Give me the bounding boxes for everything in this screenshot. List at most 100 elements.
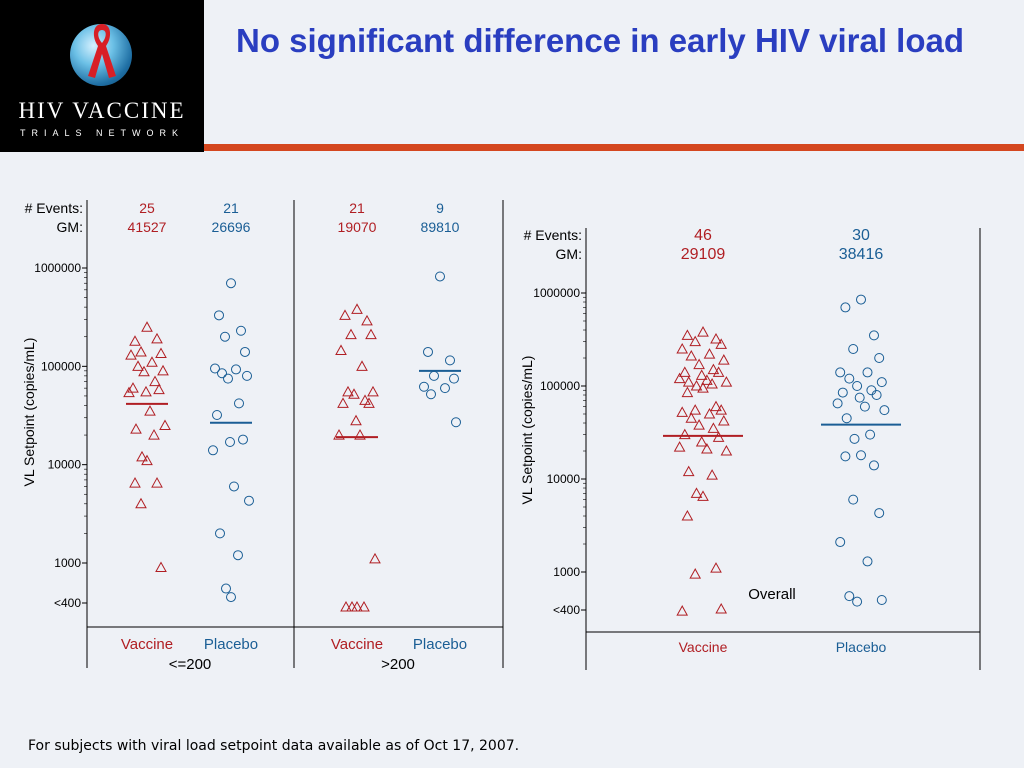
accent-bar [204,144,1024,151]
data-point-triangle [358,600,370,612]
y-tick-label: 1000000 [34,261,81,275]
y-tick-label: 100000 [540,379,580,393]
y-tick-label: 1000 [553,565,580,579]
category-label-placebo-high: Placebo [413,636,467,653]
events-count-vaccine-high: 21 [349,200,365,216]
data-point-triangle [685,412,698,423]
data-point-triangle [148,429,160,440]
data-point-triangle [715,602,728,614]
category-label-placebo: Placebo [836,639,887,655]
data-point-circle [426,389,436,400]
gm-value-placebo-low: 26696 [212,219,251,235]
data-point-triangle [155,347,167,359]
events-count-vaccine: 46 [694,227,712,244]
data-point-circle [242,370,252,381]
data-point-triangle [369,552,381,564]
data-point-circle [844,591,855,602]
data-point-circle [215,528,225,539]
footnote: For subjects with viral load setpoint da… [28,738,520,754]
data-point-triangle [335,344,347,355]
data-point-triangle [707,363,720,375]
data-point-circle [832,398,843,409]
data-point-circle [879,405,890,416]
data-point-triangle [365,328,377,340]
data-point-triangle [706,377,718,389]
data-point-circle [852,381,863,391]
category-label-vaccine: Vaccine [679,639,728,655]
category-label-placebo-low: Placebo [204,636,258,653]
data-point-circle [869,460,879,471]
data-point-circle [236,325,246,336]
data-point-triangle [703,407,716,419]
data-point-circle [871,390,882,401]
data-point-circle [440,383,450,394]
data-point-triangle [681,386,694,398]
events-count-placebo-low: 21 [223,200,239,216]
data-point-circle [238,434,248,445]
data-point-triangle [682,376,695,387]
data-point-triangle [337,397,349,408]
data-point-triangle [689,335,702,347]
y-tick-label: 1000000 [533,286,580,300]
data-point-circle [445,355,455,366]
data-point-circle [835,537,846,548]
data-point-triangle [681,509,694,521]
data-point-triangle [710,332,722,344]
data-point-triangle [140,385,152,397]
events-row-label: # Events: [25,200,83,216]
data-point-triangle [697,326,709,337]
data-point-circle [229,481,239,492]
data-point-circle [223,373,233,384]
data-point-triangle [129,477,141,488]
data-point-circle [874,353,885,364]
data-point-circle [848,343,859,354]
data-point-triangle [678,366,691,377]
gm-value-vaccine-low: 41527 [128,219,167,235]
data-point-circle [233,550,243,561]
gm-value-placebo-high: 89810 [421,219,460,235]
data-point-triangle [701,374,713,385]
data-point-triangle [697,382,709,393]
data-point-triangle [151,477,163,488]
data-point-triangle [710,400,722,412]
category-label-vaccine-high: Vaccine [331,636,383,653]
data-point-circle [852,596,863,607]
events-count-placebo: 30 [852,227,870,244]
events-count-vaccine-low: 25 [139,200,155,216]
data-point-circle [214,310,224,321]
data-point-circle [848,494,859,505]
data-point-triangle [689,568,702,579]
data-point-triangle [367,385,379,397]
data-point-triangle [159,419,171,431]
gm-value-placebo: 38416 [839,246,884,263]
hvtn-logo: HIV VACCINE TRIALS NETWORK [0,0,204,152]
data-point-circle [866,385,877,396]
data-point-triangle [720,376,733,387]
data-point-triangle [678,428,691,440]
data-point-triangle [146,356,158,367]
data-point-triangle [676,605,689,616]
data-point-triangle [676,406,689,417]
data-point-triangle [135,497,147,509]
data-point-triangle [715,338,728,349]
data-point-triangle [141,454,153,466]
data-point-triangle [356,360,368,371]
data-point-circle [841,413,852,424]
y-tick-label: 10000 [48,458,82,472]
data-point-triangle [351,303,363,314]
data-point-circle [835,367,846,378]
data-point-circle [869,330,879,341]
data-point-circle [865,429,876,440]
data-point-triangle [685,350,698,361]
data-point-triangle [132,360,144,371]
data-point-circle [429,370,439,381]
gm-value-vaccine: 29109 [681,246,726,263]
data-point-triangle [715,404,728,415]
data-point-triangle [682,465,695,477]
data-point-triangle [706,469,718,480]
data-point-circle [837,387,848,398]
data-point-circle [844,373,855,384]
gm-value-vaccine-high: 19070 [338,219,377,235]
data-point-triangle [676,342,689,354]
